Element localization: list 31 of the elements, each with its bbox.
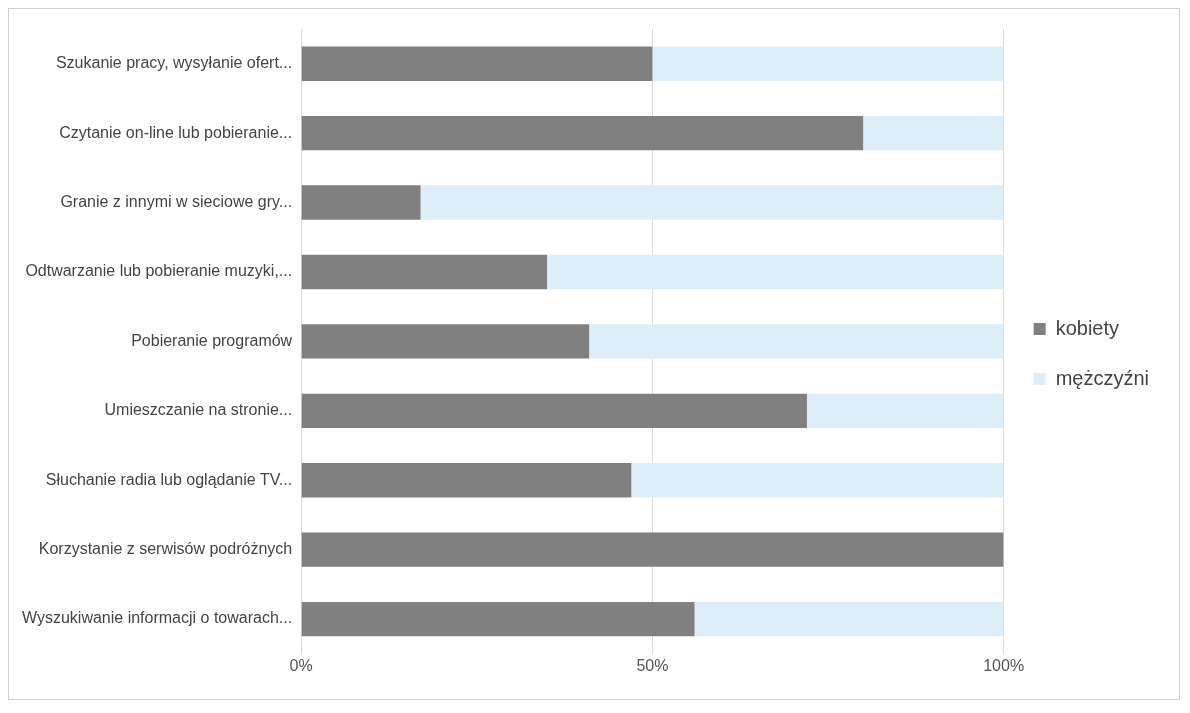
x-tick-label: 50%	[636, 656, 669, 674]
y-tick-label: Umieszczanie na stronie...	[104, 401, 293, 419]
bar	[301, 324, 590, 359]
y-tick-label: Szukanie pracy, wysyłanie ofert...	[55, 54, 293, 72]
x-tick-label: 0%	[289, 656, 313, 674]
bar	[301, 254, 548, 290]
bar	[301, 185, 421, 220]
bar	[631, 463, 1004, 498]
bar	[547, 254, 1004, 290]
bar	[863, 115, 1004, 151]
bar	[301, 463, 632, 498]
y-tick-label: Czytanie on-line lub pobieranie...	[59, 123, 293, 141]
legend-label: mężczyźni	[1055, 366, 1150, 389]
x-tick-label: 100%	[983, 656, 1025, 674]
bar	[301, 601, 695, 637]
bar	[694, 601, 1004, 637]
y-tick-label: Słuchanie radia lub oglądanie TV...	[45, 470, 293, 488]
bar	[301, 532, 1004, 567]
bar	[301, 46, 653, 81]
bar	[806, 393, 1004, 428]
bar	[301, 393, 807, 428]
bar	[652, 46, 1004, 81]
y-tick-label: Granie z innymi w sieciowe gry...	[60, 192, 293, 210]
y-tick-label: Odtwarzanie lub pobieranie muzyki,...	[25, 262, 293, 280]
y-tick-label: Pobieranie programów	[131, 331, 293, 349]
y-tick-label: Wyszukiwanie informacji o towarach...	[22, 609, 293, 627]
bar	[420, 185, 1004, 220]
bar	[589, 324, 1004, 359]
y-tick-label: Korzystanie z serwisów podróżnych	[38, 540, 293, 558]
legend-label: kobiety	[1055, 316, 1120, 339]
bar	[301, 115, 864, 151]
